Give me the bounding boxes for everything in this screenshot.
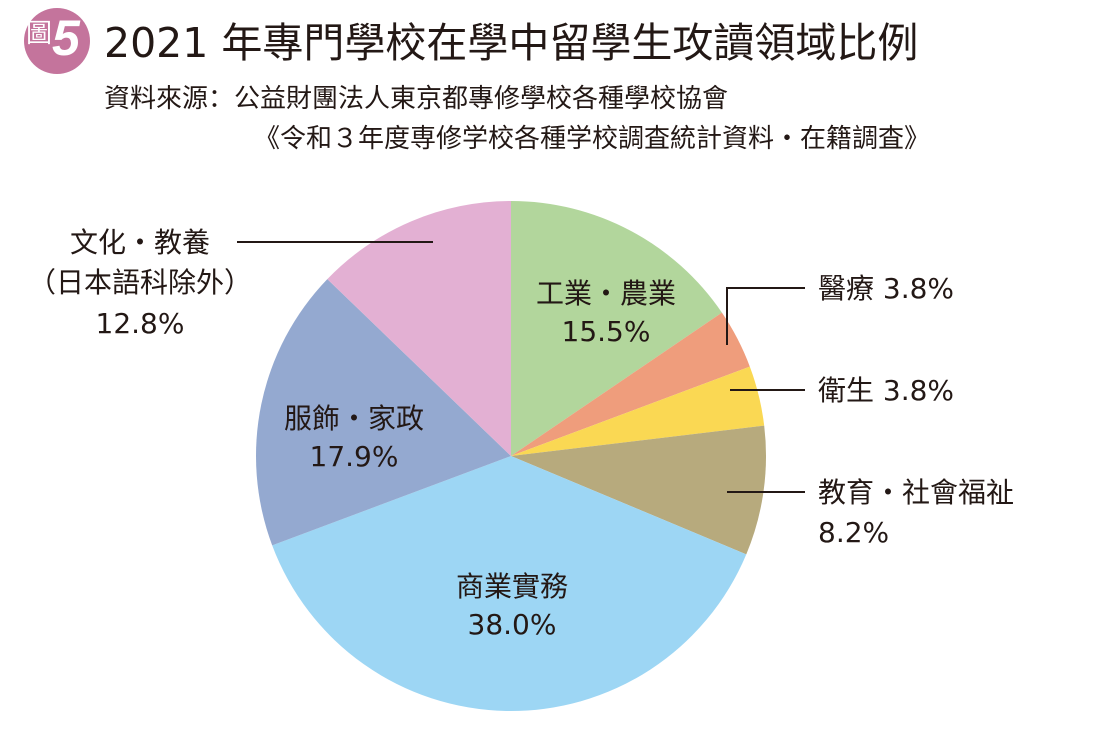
slice-6-value: 12.8% [96, 307, 185, 340]
source-line-1: 資料來源：公益財團法人東京都專修學校各種學校協會 [104, 84, 729, 114]
figure-badge: 圖 5 [4, 2, 96, 74]
slice-4-label: 商業實務 [456, 570, 568, 603]
slice-0 [511, 201, 722, 456]
slice-5-value: 17.9% [310, 440, 399, 473]
slice-6 [327, 201, 511, 456]
slice-4 [272, 456, 747, 711]
badge-label: 圖 [25, 19, 52, 49]
slice-0-label: 工業・農業 [536, 277, 676, 310]
slice-2-label: 衛生 3.8% [818, 374, 954, 407]
slice-4-value: 38.0% [468, 608, 557, 641]
slice-6-label: 文化・教養 [70, 226, 210, 259]
leader-lines [237, 241, 805, 493]
slice-3-label: 教育・社會福祉 [818, 476, 1014, 509]
slice-0-value: 15.5% [562, 315, 651, 348]
slice-2 [511, 366, 765, 456]
slice-5 [255, 279, 511, 546]
slice-5-label: 服飾・家政 [284, 402, 424, 435]
slice-1-leader [726, 287, 805, 345]
chart-title: 2021 年專門學校在學中留學生攻讀領域比例 [104, 19, 919, 67]
slice-3-value: 8.2% [818, 516, 889, 549]
slice-3 [511, 425, 767, 555]
pie-slices [255, 201, 767, 711]
badge-number: 5 [52, 10, 80, 66]
slice-1 [511, 312, 750, 456]
source-line-2: 《令和３年度専修学校各種学校調査統計資料・在籍調査》 [254, 124, 931, 154]
slice-labels: 工業・農業 15.5% 醫療 3.8% 衛生 3.8% 教育・社會福祉 8.2% 商業實務 3… [28, 226, 1014, 641]
slice-1-label: 醫療 3.8% [818, 272, 954, 305]
badge-circle [24, 8, 90, 74]
slice-6-sublabel: （日本語科除外） [28, 266, 252, 299]
